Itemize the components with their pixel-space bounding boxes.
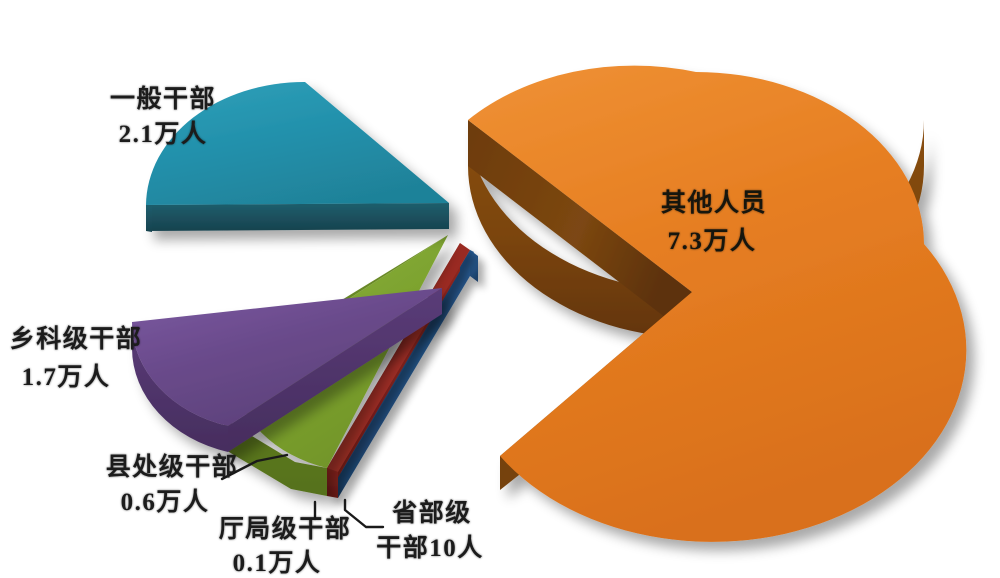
pie-label-other-personnel: 其他人员 7.3万人: [661, 188, 767, 255]
pie-slice-general-cadres-side-left: [146, 205, 152, 232]
pie-label-county-division-line1: 县处级干部: [106, 452, 239, 481]
pie-slice-other-personnel-notch-face: [468, 120, 692, 338]
pie-slice-township-section[interactable]: [131, 288, 443, 452]
pie-slice-general-cadres-top: [146, 81, 449, 205]
pie-label-provincial-ministerial-line1: 省部级: [391, 498, 472, 527]
pie-label-county-division-line2: 0.6万人: [121, 488, 210, 516]
pie-label-provincial-ministerial-line2: 干部10人: [376, 533, 484, 562]
pie-slice-general-cadres[interactable]: [146, 81, 449, 232]
pie-label-general-cadres-line2: 2.1万人: [119, 120, 208, 148]
pie-slice-township-section-side-right: [228, 288, 442, 452]
pie-label-other-personnel-line2: 7.3万人: [668, 227, 757, 255]
pie-slice-other-personnel[interactable]: [468, 65, 967, 542]
pie-slice-general-cadres-side: [146, 203, 449, 231]
pie-label-township-section: 乡科级干部 1.7万人: [10, 324, 143, 391]
pie-slice-provincial-ministerial-side2: [470, 250, 478, 282]
leader-line-provincial-ministerial: [343, 498, 385, 529]
leader-lines-group: [220, 453, 385, 529]
pie-label-county-division: 县处级干部 0.6万人: [106, 452, 239, 516]
pie-label-other-personnel-line1: 其他人员: [661, 188, 767, 217]
pie-slice-township-section-side: [131, 322, 228, 452]
pie-label-bureau-level-line1: 厅局级干部: [219, 514, 352, 543]
pie-slice-bureau-level-endcap: [327, 468, 338, 498]
pie-label-provincial-ministerial: 省部级 干部10人: [376, 498, 484, 562]
pie-label-bureau-level: 厅局级干部 0.1万人: [219, 514, 352, 577]
pie-label-bureau-level-line2: 0.1万人: [233, 549, 322, 577]
pie-slice-other-personnel-top: [468, 65, 967, 542]
pie-label-township-section-line2: 1.7万人: [22, 363, 111, 391]
pie-label-general-cadres: 一般干部 2.1万人: [110, 84, 216, 148]
pie-label-township-section-line1: 乡科级干部: [10, 324, 143, 353]
leader-line-county-division: [220, 453, 289, 481]
pie-label-general-cadres-line1: 一般干部: [110, 84, 216, 113]
pie-slice-township-section-top: [131, 288, 443, 426]
